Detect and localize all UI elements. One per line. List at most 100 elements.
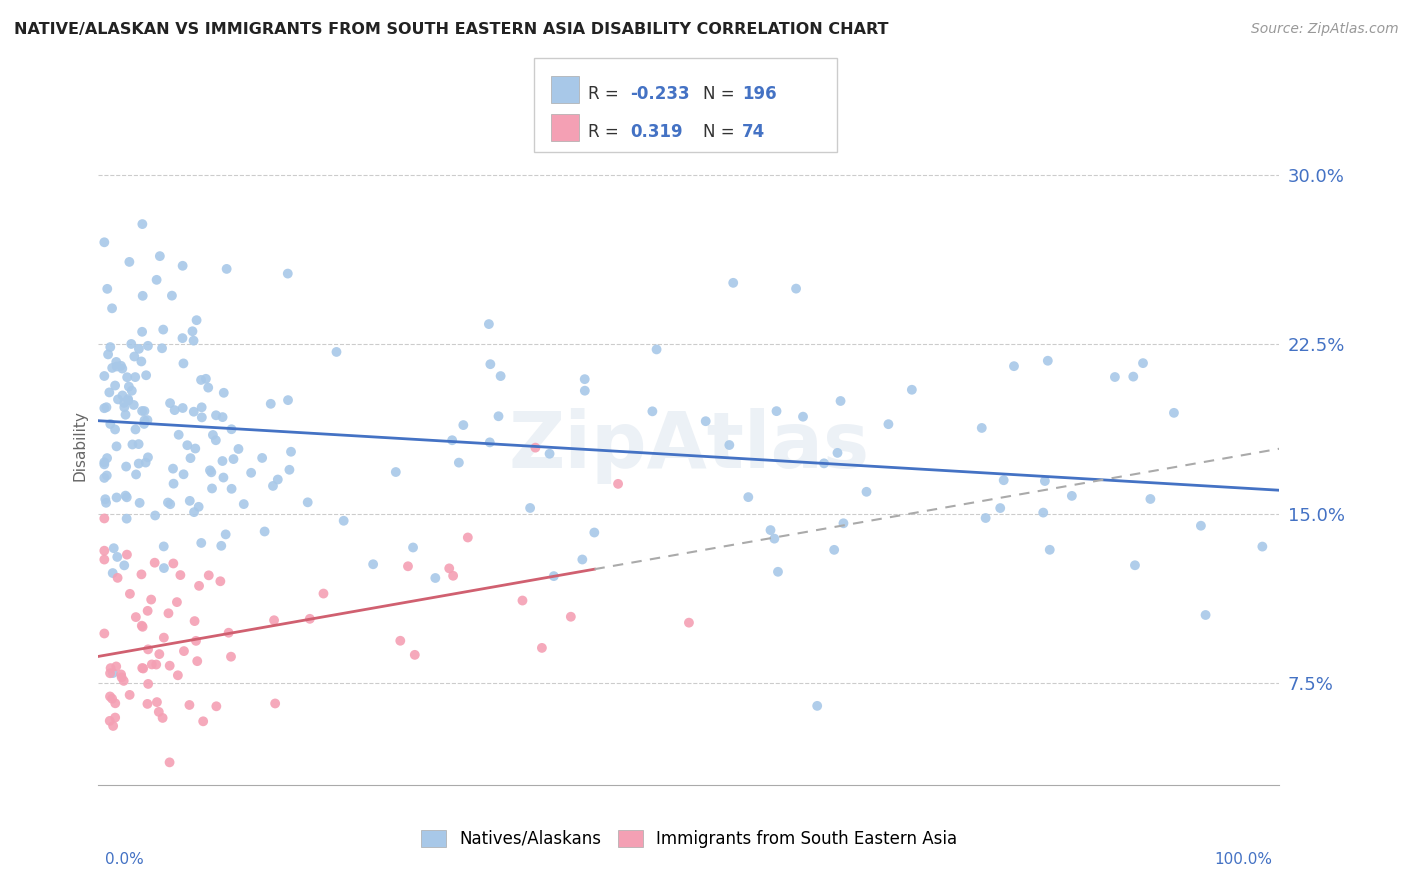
Point [125, 610, 148, 624]
Point [101, 566, 124, 580]
Point [759, 523, 782, 537]
Point [131, 404, 153, 418]
Point [200, 465, 222, 479]
Point [385, 465, 408, 479]
Text: 74: 74 [742, 123, 766, 141]
Point [134, 413, 156, 427]
Point [136, 604, 159, 618]
Point [212, 470, 235, 484]
Point [173, 467, 195, 482]
Point [114, 408, 136, 422]
Point [110, 359, 132, 373]
Text: -0.233: -0.233 [630, 85, 689, 103]
Point [1132, 356, 1154, 370]
Point [974, 511, 997, 525]
Point [181, 324, 204, 338]
Point [149, 249, 172, 263]
Point [197, 381, 219, 395]
Point [188, 579, 211, 593]
Point [104, 696, 127, 710]
Point [205, 409, 228, 423]
Point [792, 409, 814, 424]
Point [107, 392, 129, 407]
Point [1033, 474, 1056, 488]
Point [153, 631, 176, 645]
Point [98, 714, 121, 728]
Point [298, 612, 321, 626]
Point [574, 372, 596, 386]
Point [297, 495, 319, 509]
Point [218, 625, 240, 640]
Point [153, 561, 176, 575]
Point [131, 618, 153, 632]
Point [832, 516, 855, 531]
Point [93, 543, 115, 558]
Point [453, 418, 475, 433]
Point [131, 289, 153, 303]
Point [105, 359, 128, 374]
Point [136, 677, 159, 691]
Point [93, 235, 115, 250]
Point [250, 450, 273, 465]
Point [125, 467, 148, 482]
Text: 0.0%: 0.0% [105, 852, 145, 867]
Point [901, 383, 924, 397]
Text: N =: N = [703, 123, 740, 141]
Point [1032, 506, 1054, 520]
Point [136, 413, 159, 427]
Point [159, 756, 181, 770]
Point [172, 356, 194, 370]
Point [1189, 518, 1212, 533]
Point [228, 442, 250, 456]
Point [530, 640, 553, 655]
Point [118, 688, 141, 702]
Point [190, 401, 212, 415]
Point [447, 456, 470, 470]
Point [519, 500, 541, 515]
Point [277, 267, 299, 281]
Point [215, 261, 238, 276]
Point [159, 396, 181, 410]
Point [152, 711, 174, 725]
Point [104, 422, 127, 436]
Point [162, 557, 184, 571]
Point [806, 698, 828, 713]
Point [766, 565, 789, 579]
Point [100, 661, 122, 675]
Point [543, 569, 565, 583]
Point [194, 372, 217, 386]
Point [131, 567, 153, 582]
Point [104, 378, 127, 392]
Point [118, 587, 141, 601]
Point [988, 501, 1011, 516]
Point [105, 439, 128, 453]
Text: 100.0%: 100.0% [1215, 852, 1272, 867]
Point [184, 442, 207, 456]
Point [1139, 491, 1161, 506]
Point [101, 301, 124, 316]
Point [98, 385, 121, 400]
Text: 196: 196 [742, 85, 778, 103]
Point [183, 405, 205, 419]
Point [121, 437, 143, 451]
Point [128, 437, 150, 451]
Point [156, 495, 179, 509]
Point [813, 456, 835, 470]
Point [115, 490, 138, 504]
Point [152, 540, 174, 554]
Point [221, 482, 243, 496]
Point [110, 667, 132, 681]
Point [574, 384, 596, 398]
Point [107, 571, 129, 585]
Point [111, 361, 134, 376]
Point [678, 615, 700, 630]
Point [163, 403, 186, 417]
Point [205, 434, 228, 448]
Point [145, 273, 167, 287]
Point [489, 369, 512, 384]
Point [970, 421, 993, 435]
Point [201, 428, 224, 442]
Point [93, 552, 115, 566]
Point [645, 343, 668, 357]
Text: Source: ZipAtlas.com: Source: ZipAtlas.com [1251, 22, 1399, 37]
